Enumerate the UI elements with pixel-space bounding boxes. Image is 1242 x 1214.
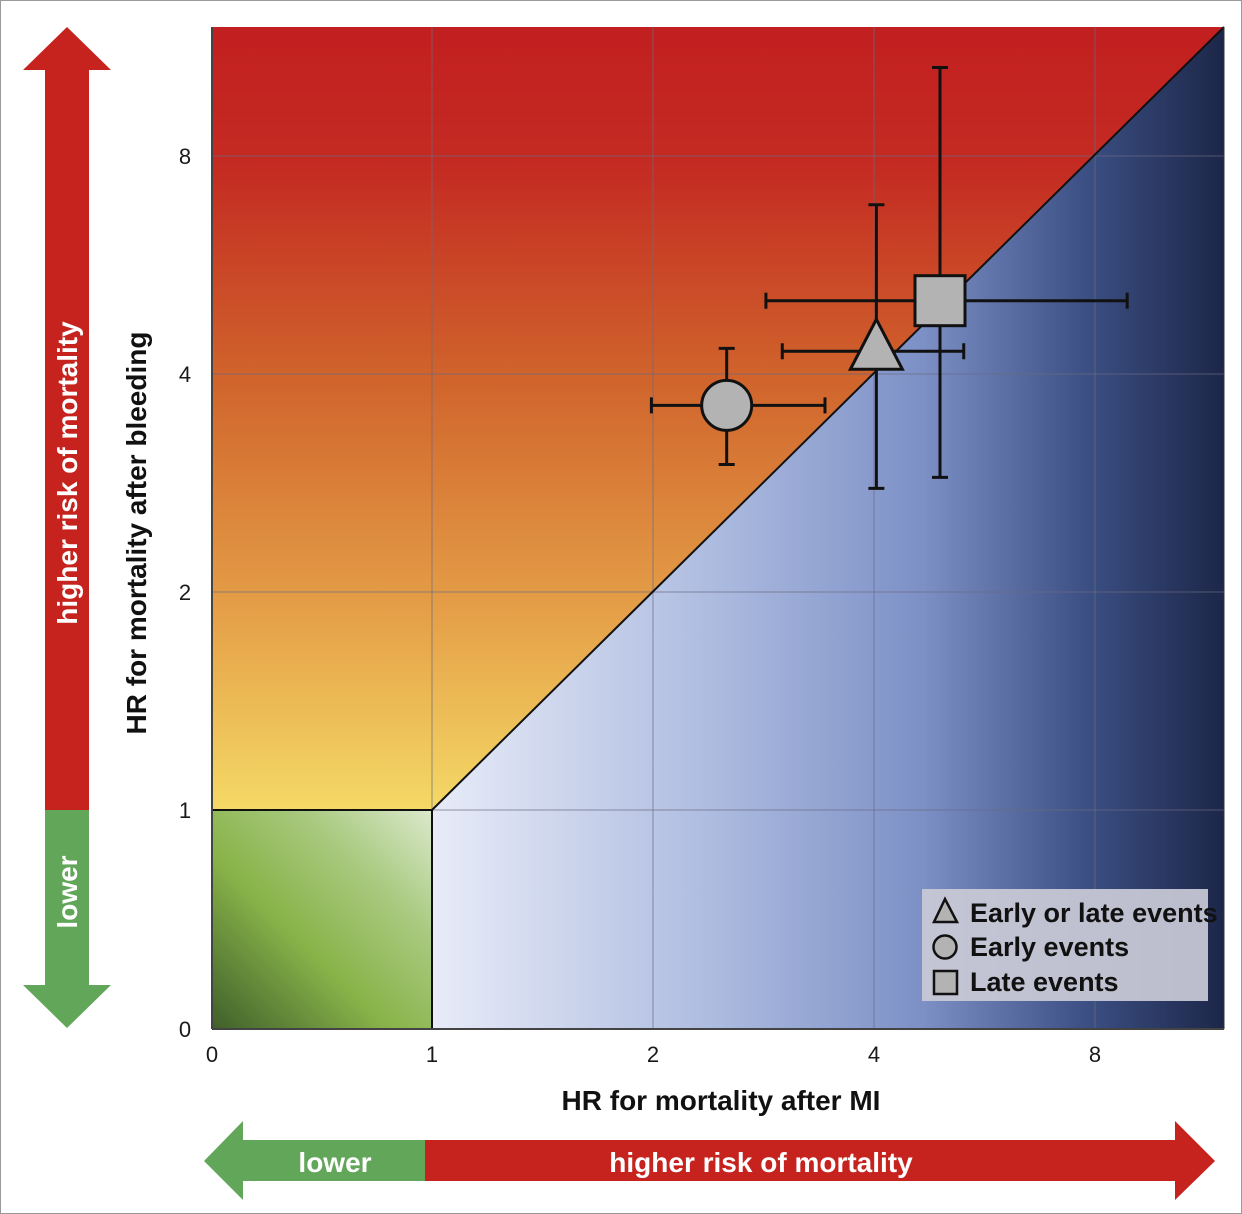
y-arrow-green-segment xyxy=(23,810,111,1028)
point-circle xyxy=(649,346,827,466)
legend: Early or late events Early events Late e… xyxy=(922,889,1218,1001)
region-lower-risk-both xyxy=(212,810,432,1029)
legend-triangle-icon xyxy=(932,896,960,924)
legend-circle-icon xyxy=(932,934,958,960)
x-tick-label: 4 xyxy=(868,1042,880,1067)
square-marker xyxy=(913,274,967,328)
y-tick-label: 2 xyxy=(179,580,191,605)
y-tick-label: 1 xyxy=(179,798,191,823)
y-tick-label: 8 xyxy=(179,144,191,169)
region-boundaries xyxy=(211,26,1225,1030)
diagonal-line xyxy=(431,26,1225,811)
point-square xyxy=(764,65,1129,479)
x-tick-label: 0 xyxy=(206,1042,218,1067)
y-arrow-higher-label: higher risk of mortality xyxy=(52,321,83,625)
x-risk-arrow: lower higher risk of mortality xyxy=(204,1121,1215,1200)
x-arrow-green-segment xyxy=(204,1121,425,1200)
legend-box xyxy=(922,889,1208,1001)
y-axis-title: HR for mortality after bleeding xyxy=(121,332,152,735)
legend-label-early-or-late: Early or late events xyxy=(970,898,1218,928)
x-tick-label: 2 xyxy=(647,1042,659,1067)
legend-square-icon xyxy=(932,969,959,996)
legend-label-early: Early events xyxy=(970,932,1129,962)
data-points xyxy=(649,65,1129,490)
y-risk-arrow: higher risk of mortality lower xyxy=(23,27,111,1028)
y-arrow-lower-label: lower xyxy=(52,855,83,928)
x-arrow-red-segment xyxy=(425,1121,1215,1200)
x-tick-label: 8 xyxy=(1089,1042,1101,1067)
y-arrow-red-segment xyxy=(23,27,111,810)
point-triangle xyxy=(780,203,966,490)
y-tick-label: 4 xyxy=(179,362,191,387)
legend-label-late: Late events xyxy=(970,967,1119,997)
region-mi-higher-risk xyxy=(432,27,1224,1029)
x-arrow-lower-label: lower xyxy=(298,1147,371,1178)
triangle-marker xyxy=(847,316,905,371)
x-axis-ticks: 0 1 2 4 8 xyxy=(206,1042,1101,1067)
y-tick-label: 0 xyxy=(179,1017,191,1042)
x-axis-title: HR for mortality after MI xyxy=(562,1085,881,1116)
x-tick-label: 1 xyxy=(426,1042,438,1067)
circle-marker xyxy=(700,378,754,432)
x-arrow-higher-label: higher risk of mortality xyxy=(609,1147,913,1178)
y-axis-ticks: 0 1 2 4 8 xyxy=(179,144,191,1042)
